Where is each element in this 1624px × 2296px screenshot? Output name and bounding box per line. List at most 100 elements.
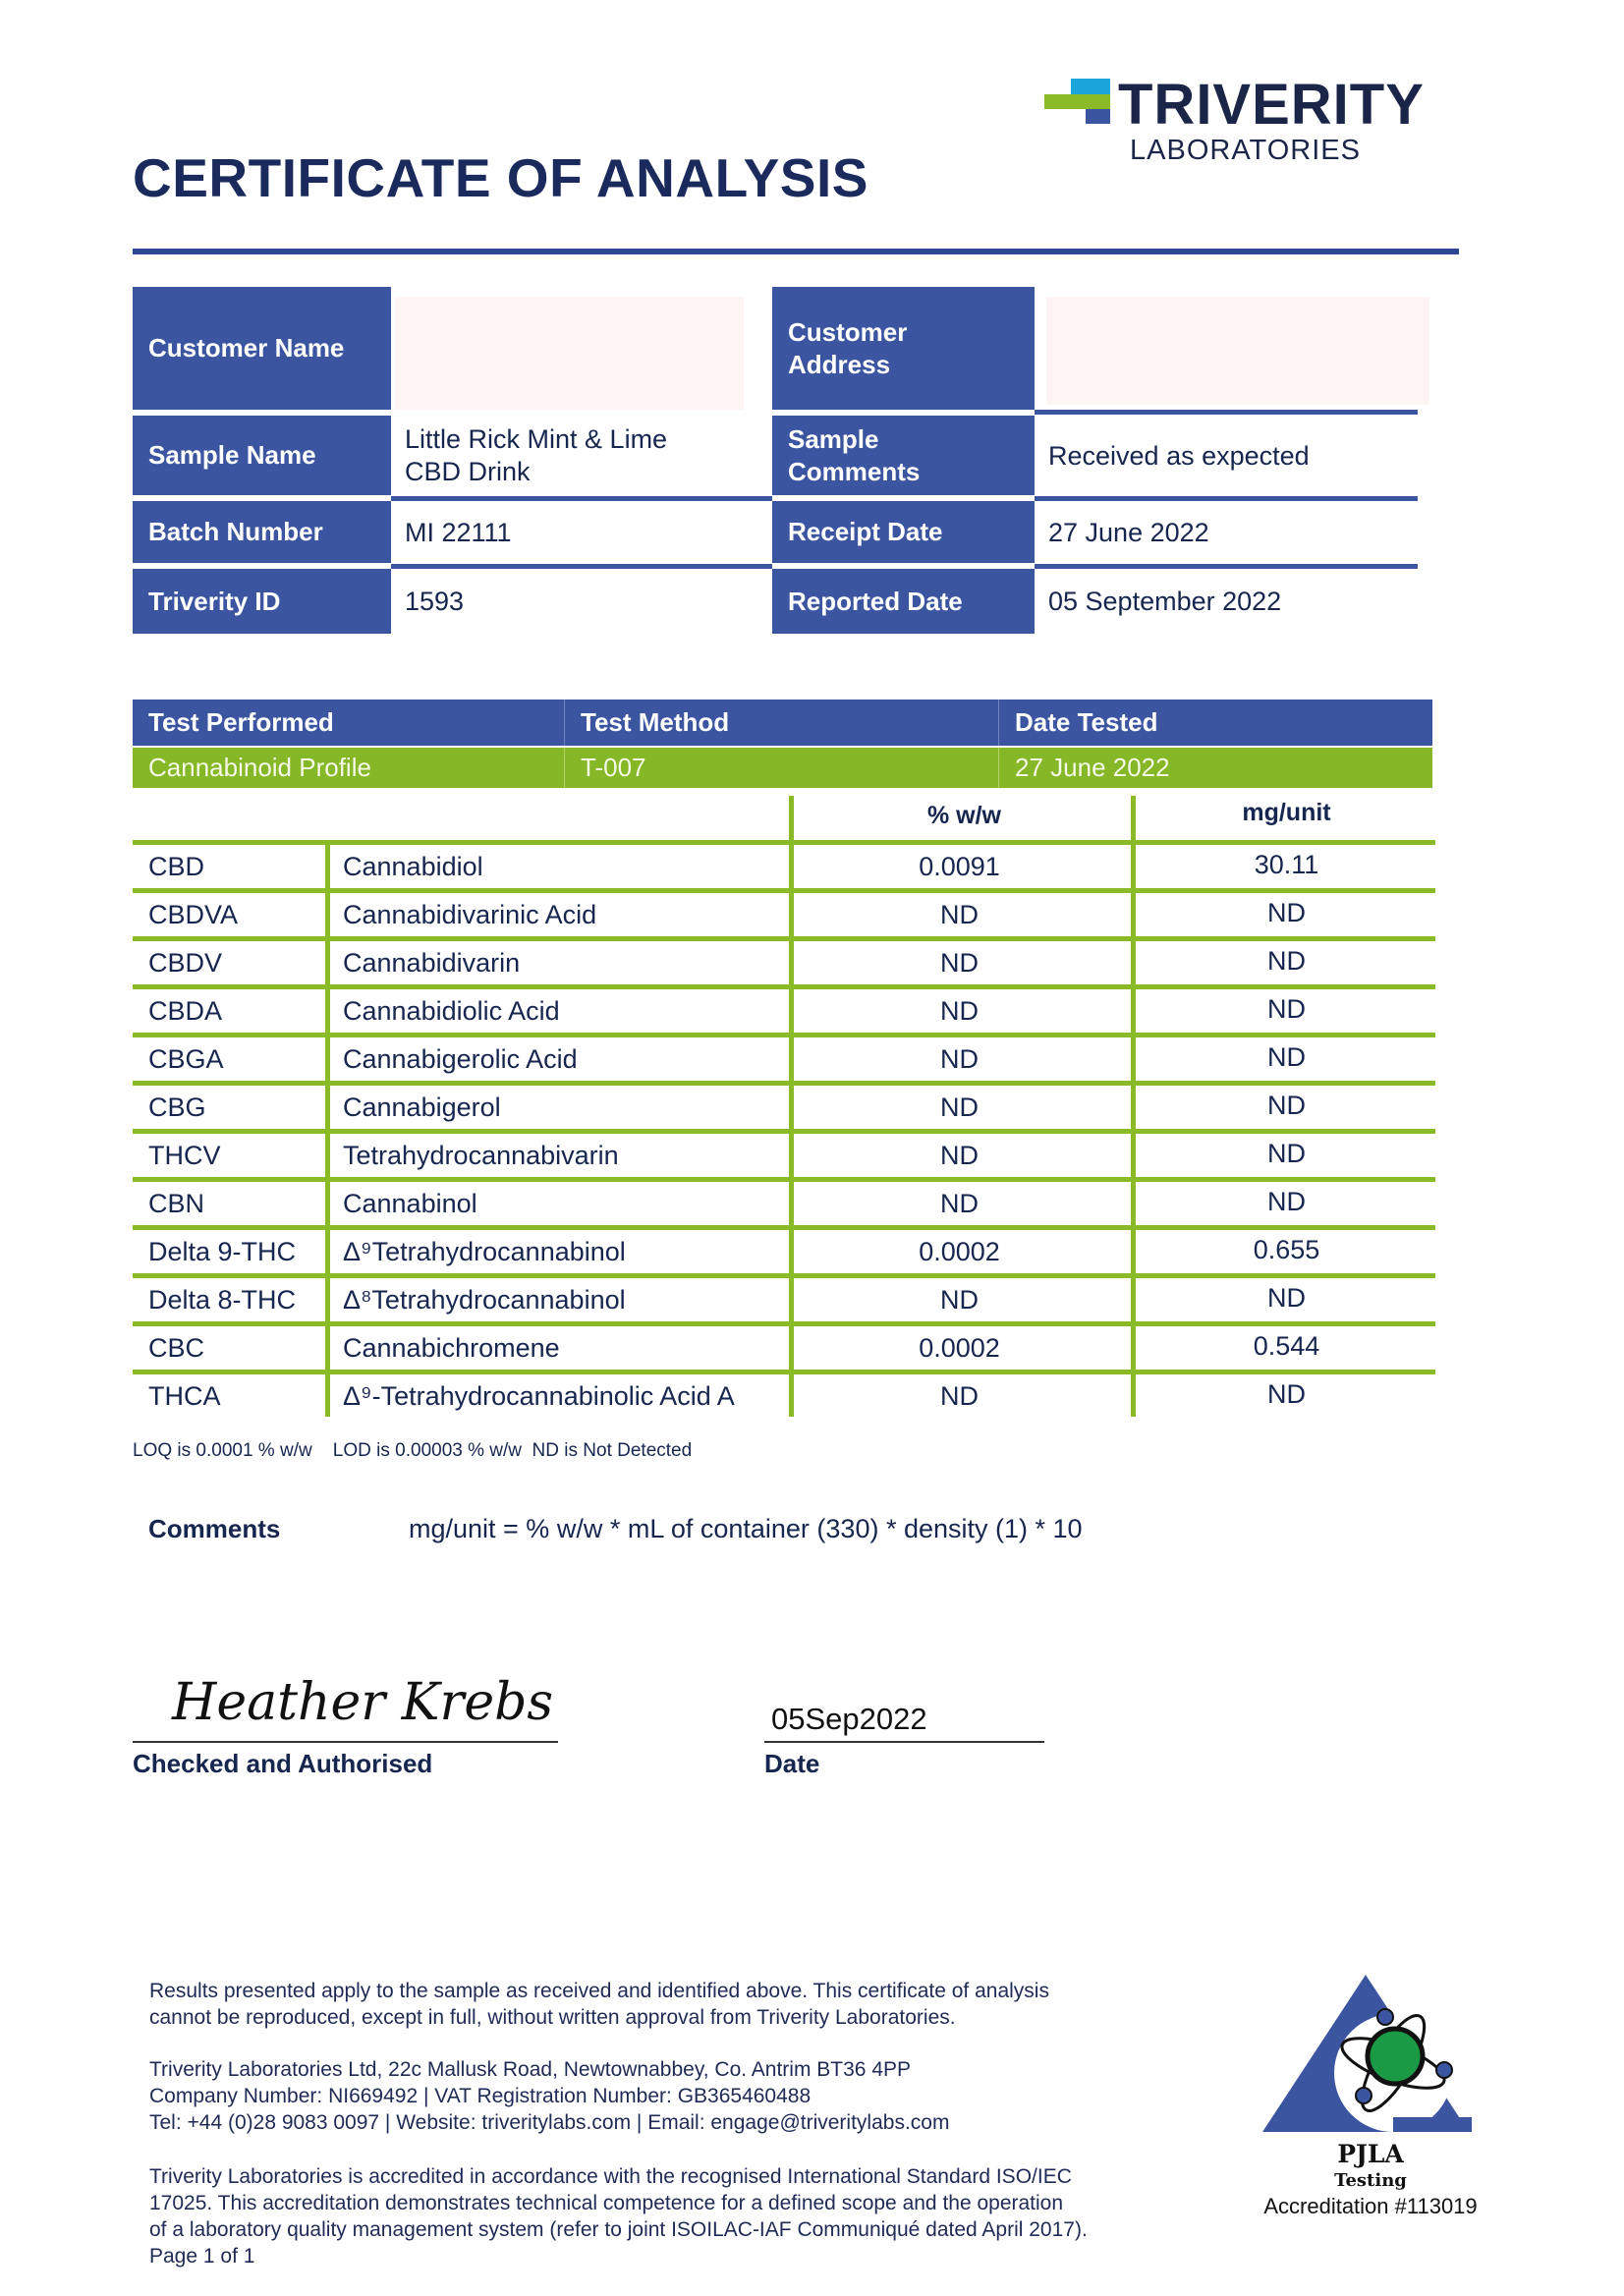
footer-line: Results presented apply to the sample as… bbox=[149, 1980, 1049, 2002]
compound-abbrev: CBGA bbox=[148, 1044, 224, 1074]
logo-name: TRIVERITY bbox=[1118, 73, 1425, 137]
footer-company: Triverity Laboratories Ltd, 22c Mallusk … bbox=[149, 2056, 949, 2136]
triverity-id-value: 1593 bbox=[405, 586, 465, 616]
mg-unit-value: 0.655 bbox=[1253, 1235, 1320, 1264]
pct-ww-value: 0.0091 bbox=[919, 852, 1000, 881]
compound-name: Cannabidiol bbox=[343, 852, 483, 881]
compound-abbrev: THCV bbox=[148, 1141, 221, 1170]
mg-unit-value: ND bbox=[1267, 1091, 1306, 1120]
detection-limits-note: LOQ is 0.0001 % w/w LOD is 0.00003 % w/w… bbox=[133, 1440, 693, 1461]
compound-name: Cannabigerolic Acid bbox=[343, 1044, 578, 1074]
page-title: CERTIFICATE OF ANALYSIS bbox=[133, 147, 868, 208]
signature-date: 05Sep2022 bbox=[771, 1702, 927, 1736]
signature-line bbox=[133, 1741, 558, 1743]
footer-line: Triverity Laboratories is accredited in … bbox=[149, 2165, 1072, 2188]
customer-address-label: Customer Address bbox=[772, 287, 1035, 410]
compound-name: Δ⁹Tetrahydrocannabinol bbox=[343, 1237, 626, 1266]
table-row: CBN Cannabinol ND ND bbox=[133, 1177, 1435, 1225]
table-row: CBD Cannabidiol 0.0091 30.11 bbox=[133, 840, 1435, 888]
triverity-logo: TRIVERITY LABORATORIES bbox=[1044, 77, 1486, 170]
compound-abbrev: Delta 9-THC bbox=[148, 1237, 297, 1266]
pct-ww-value: ND bbox=[940, 1285, 979, 1315]
customer-name-label: Customer Name bbox=[133, 287, 391, 410]
compound-name: Δ⁹-Tetrahydrocannabinolic Acid A bbox=[343, 1381, 735, 1411]
table-row: CBDVA Cannabidivarinic Acid ND ND bbox=[133, 888, 1435, 936]
compound-abbrev: THCA bbox=[148, 1381, 221, 1411]
compound-abbrev: CBDV bbox=[148, 948, 223, 978]
mg-unit-value: ND bbox=[1267, 1283, 1306, 1313]
sample-name-value: Little Rick Mint & Lime CBD Drink bbox=[391, 416, 772, 501]
table-row: CBDA Cannabidiolic Acid ND ND bbox=[133, 984, 1435, 1033]
compound-abbrev: CBC bbox=[148, 1333, 205, 1363]
footer-disclaimer: Results presented apply to the sample as… bbox=[149, 1978, 1049, 2031]
mg-unit-value: ND bbox=[1267, 1042, 1306, 1072]
mg-unit-value: ND bbox=[1267, 1187, 1306, 1216]
test-performed-header: Test Performed bbox=[133, 700, 565, 746]
title-rule bbox=[133, 249, 1459, 254]
compound-name: Cannabidiolic Acid bbox=[343, 996, 560, 1026]
pjla-type: Testing bbox=[1334, 2170, 1407, 2191]
triverity-id-label: Triverity ID bbox=[133, 569, 391, 634]
mg-unit-header: mg/unit bbox=[1242, 799, 1331, 826]
reported-date-label: Reported Date bbox=[772, 569, 1035, 634]
pjla-atom-icon bbox=[1262, 1975, 1472, 2132]
table-row: THCV Tetrahydrocannabivarin ND ND bbox=[133, 1129, 1435, 1177]
pct-ww-value: 0.0002 bbox=[919, 1333, 1000, 1363]
table-row: Delta 9-THC Δ⁹Tetrahydrocannabinol 0.0002 0… bbox=[133, 1225, 1435, 1273]
logo-mark-blue bbox=[1086, 109, 1110, 124]
compound-name: Tetrahydrocannabivarin bbox=[343, 1141, 619, 1170]
logo-sub: LABORATORIES bbox=[1130, 135, 1361, 166]
test-performed-value: Cannabinoid Profile bbox=[133, 748, 565, 788]
footer-line: Triverity Laboratories Ltd, 22c Mallusk … bbox=[149, 2058, 912, 2081]
compound-abbrev: CBN bbox=[148, 1189, 205, 1218]
comments-text: mg/unit = % w/w * mL of container (330) … bbox=[409, 1514, 1083, 1543]
mg-unit-value: ND bbox=[1267, 994, 1306, 1024]
mg-unit-value: 30.11 bbox=[1254, 850, 1319, 879]
footer-line: of a laboratory quality management syste… bbox=[149, 2218, 1088, 2241]
logo-mark-green bbox=[1044, 94, 1110, 109]
compound-abbrev: CBG bbox=[148, 1092, 206, 1122]
footer-accreditation: Triverity Laboratories is accredited in … bbox=[149, 2163, 1088, 2269]
compound-abbrev: CBD bbox=[148, 852, 205, 881]
test-method-value: T-007 bbox=[565, 748, 999, 788]
compound-abbrev: CBDVA bbox=[148, 900, 239, 929]
logo-mark-cyan bbox=[1071, 79, 1110, 94]
pjla-logo: PJLA Testing Accreditation #113019 bbox=[1248, 1970, 1493, 2240]
page-number: Page 1 of 1 bbox=[149, 2245, 255, 2268]
compound-name: Cannabinol bbox=[343, 1189, 477, 1218]
pjla-accreditation-number: Accreditation #113019 bbox=[1263, 2194, 1478, 2218]
footer-line: 17025. This accreditation demonstrates t… bbox=[149, 2192, 1064, 2214]
signature: Heather Krebs bbox=[172, 1673, 554, 1732]
test-method-header: Test Method bbox=[565, 700, 999, 746]
batch-number-value: MI 22111 bbox=[391, 501, 772, 569]
pct-ww-value: 0.0002 bbox=[919, 1237, 1000, 1266]
pct-ww-value: ND bbox=[940, 1189, 979, 1218]
table-row: THCA Δ⁹-Tetrahydrocannabinolic Acid A ND ND bbox=[133, 1370, 1435, 1418]
receipt-date-label: Receipt Date bbox=[772, 501, 1035, 563]
compound-abbrev: Delta 8-THC bbox=[148, 1285, 297, 1315]
table-row: CBG Cannabigerol ND ND bbox=[133, 1081, 1435, 1129]
date-line bbox=[764, 1741, 1044, 1743]
pct-ww-value: ND bbox=[940, 996, 979, 1026]
table-row: CBDV Cannabidivarin ND ND bbox=[133, 936, 1435, 984]
compound-name: Cannabichromene bbox=[343, 1333, 560, 1363]
table-row: CBC Cannabichromene 0.0002 0.544 bbox=[133, 1321, 1435, 1370]
col-divider bbox=[789, 796, 794, 1417]
sample-comments-value: Received as expected bbox=[1035, 416, 1418, 501]
mg-unit-value: 0.544 bbox=[1253, 1331, 1320, 1361]
pct-ww-value: ND bbox=[940, 900, 979, 929]
col-divider bbox=[325, 840, 330, 1417]
pct-ww-value: ND bbox=[940, 1092, 979, 1122]
date-tested-header: Date Tested bbox=[999, 700, 1432, 746]
col-divider bbox=[1131, 796, 1136, 1417]
pjla-name: PJLA bbox=[1337, 2140, 1404, 2168]
compound-name: Cannabigerol bbox=[343, 1092, 501, 1122]
pct-ww-value: ND bbox=[940, 1141, 979, 1170]
pct-ww-value: ND bbox=[940, 1381, 979, 1411]
mg-unit-value: ND bbox=[1267, 898, 1306, 927]
pct-ww-value: ND bbox=[940, 948, 979, 978]
date-tested-value: 27 June 2022 bbox=[999, 748, 1432, 788]
mg-unit-value: ND bbox=[1267, 946, 1306, 976]
footer-line: cannot be reproduced, except in full, wi… bbox=[149, 2006, 956, 2029]
customer-address-value bbox=[1046, 297, 1429, 405]
